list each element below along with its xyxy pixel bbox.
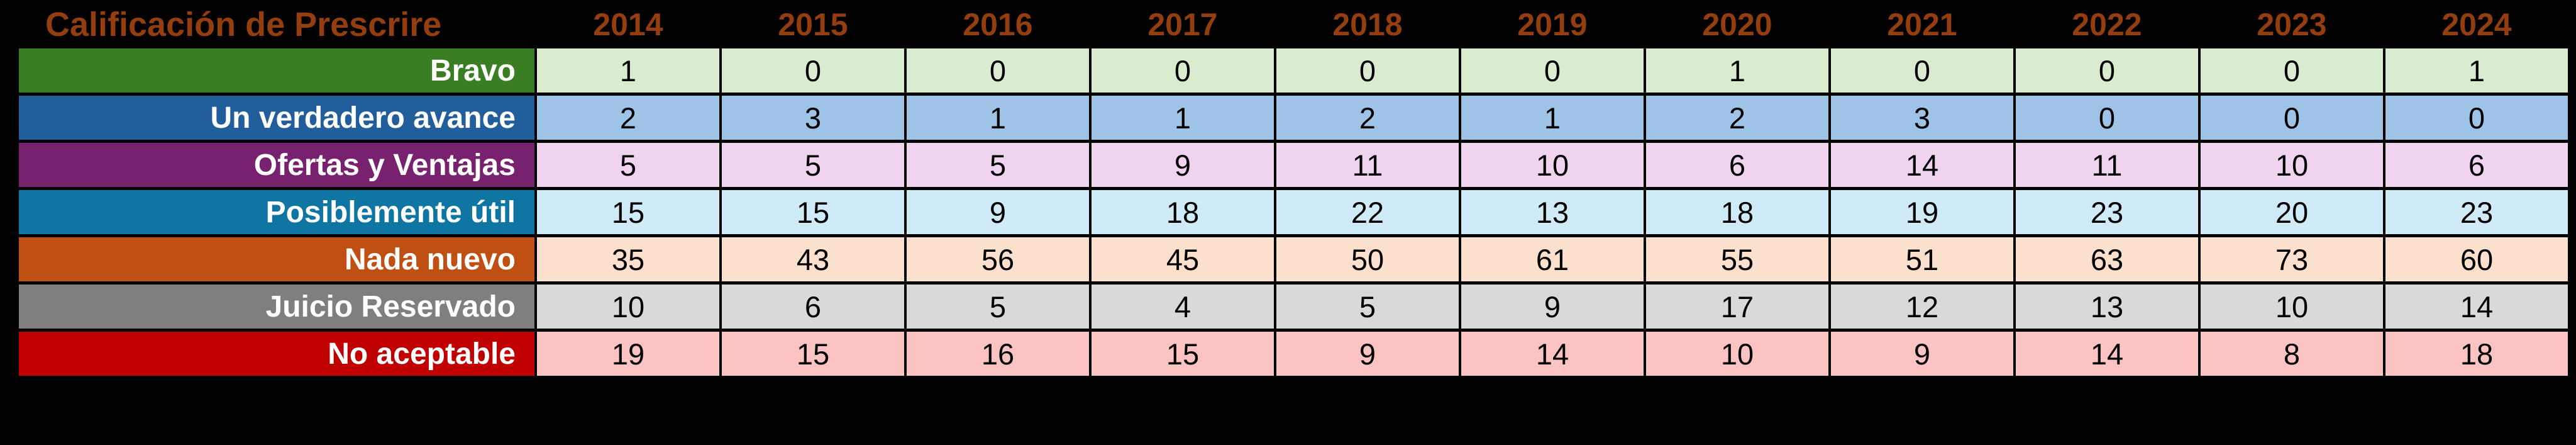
data-cell: 18 [1092, 190, 1274, 234]
data-cell: 20 [2201, 190, 2383, 234]
data-cell: 0 [2385, 96, 2568, 140]
data-cell: 0 [1092, 48, 1274, 93]
data-cell: 0 [722, 48, 904, 93]
data-cell: 18 [2385, 332, 2568, 376]
data-cell: 23 [2385, 190, 2568, 234]
data-cell: 9 [907, 190, 1089, 234]
row-label: No aceptable [19, 332, 534, 376]
year-header-2022: 2022 [2072, 7, 2142, 42]
year-header-2014: 2014 [593, 7, 663, 42]
data-cell: 1 [1646, 48, 1828, 93]
data-cell: 2 [537, 96, 719, 140]
data-cell: 60 [2385, 237, 2568, 281]
data-cell: 0 [2201, 48, 2383, 93]
data-cell: 3 [722, 96, 904, 140]
data-cell: 2 [1646, 96, 1828, 140]
data-cell: 22 [1276, 190, 1459, 234]
data-cell: 15 [722, 190, 904, 234]
data-cell: 8 [2201, 332, 2383, 376]
data-cell: 19 [537, 332, 719, 376]
data-cell: 1 [2385, 48, 2568, 93]
data-cell: 35 [537, 237, 719, 281]
ratings-table: Calificación de Prescrire 2014 2015 2016 20… [19, 4, 2568, 376]
year-header-2020: 2020 [1702, 7, 1772, 42]
year-header-2016: 2016 [963, 7, 1033, 42]
data-cell: 3 [1831, 96, 2013, 140]
row-label: Juicio Reservado [19, 284, 534, 329]
data-cell: 61 [1461, 237, 1644, 281]
data-cell: 14 [2385, 284, 2568, 329]
year-header-2023: 2023 [2257, 7, 2327, 42]
data-cell: 6 [2385, 143, 2568, 187]
data-cell: 16 [907, 332, 1089, 376]
data-cell: 1 [537, 48, 719, 93]
data-cell: 73 [2201, 237, 2383, 281]
data-cell: 0 [2016, 96, 2198, 140]
data-cell: 18 [1646, 190, 1828, 234]
data-cell: 15 [537, 190, 719, 234]
data-cell: 0 [1831, 48, 2013, 93]
data-cell: 63 [2016, 237, 2198, 281]
data-cell: 14 [2016, 332, 2198, 376]
data-cell: 1 [907, 96, 1089, 140]
data-cell: 56 [907, 237, 1089, 281]
data-cell: 5 [907, 143, 1089, 187]
data-cell: 5 [722, 143, 904, 187]
data-cell: 0 [1461, 48, 1644, 93]
data-cell: 11 [1276, 143, 1459, 187]
data-cell: 10 [1646, 332, 1828, 376]
data-cell: 10 [1461, 143, 1644, 187]
row-label: Nada nuevo [19, 237, 534, 281]
data-cell: 51 [1831, 237, 2013, 281]
data-cell: 10 [2201, 284, 2383, 329]
data-cell: 5 [537, 143, 719, 187]
year-header-2024: 2024 [2441, 7, 2512, 42]
year-header-2018: 2018 [1332, 7, 1403, 42]
data-cell: 9 [1276, 332, 1459, 376]
year-header-2021: 2021 [1887, 7, 1957, 42]
data-cell: 43 [722, 237, 904, 281]
data-cell: 11 [2016, 143, 2198, 187]
data-cell: 2 [1276, 96, 1459, 140]
data-cell: 0 [2201, 96, 2383, 140]
table-title: Calificación de Prescrire [45, 6, 442, 43]
data-cell: 0 [1276, 48, 1459, 93]
data-cell: 10 [537, 284, 719, 329]
data-cell: 13 [1461, 190, 1644, 234]
data-cell: 19 [1831, 190, 2013, 234]
data-cell: 17 [1646, 284, 1828, 329]
row-label: Un verdadero avance [19, 96, 534, 140]
data-cell: 5 [1276, 284, 1459, 329]
year-header-2019: 2019 [1517, 7, 1588, 42]
data-cell: 15 [722, 332, 904, 376]
data-cell: 14 [1461, 332, 1644, 376]
data-cell: 50 [1276, 237, 1459, 281]
data-cell: 6 [1646, 143, 1828, 187]
row-label: Ofertas y Ventajas [19, 143, 534, 187]
data-cell: 4 [1092, 284, 1274, 329]
data-cell: 9 [1831, 332, 2013, 376]
data-cell: 1 [1461, 96, 1644, 140]
data-cell: 12 [1831, 284, 2013, 329]
data-cell: 0 [907, 48, 1089, 93]
year-header-2017: 2017 [1147, 7, 1218, 42]
data-cell: 6 [722, 284, 904, 329]
data-cell: 9 [1092, 143, 1274, 187]
data-cell: 9 [1461, 284, 1644, 329]
data-cell: 10 [2201, 143, 2383, 187]
data-cell: 45 [1092, 237, 1274, 281]
data-cell: 55 [1646, 237, 1828, 281]
year-header-2015: 2015 [778, 7, 848, 42]
data-cell: 5 [907, 284, 1089, 329]
data-cell: 23 [2016, 190, 2198, 234]
row-label: Bravo [19, 48, 534, 93]
data-cell: 1 [1092, 96, 1274, 140]
data-cell: 13 [2016, 284, 2198, 329]
data-cell: 0 [2016, 48, 2198, 93]
data-cell: 15 [1092, 332, 1274, 376]
row-label: Posiblemente útil [19, 190, 534, 234]
data-cell: 14 [1831, 143, 2013, 187]
